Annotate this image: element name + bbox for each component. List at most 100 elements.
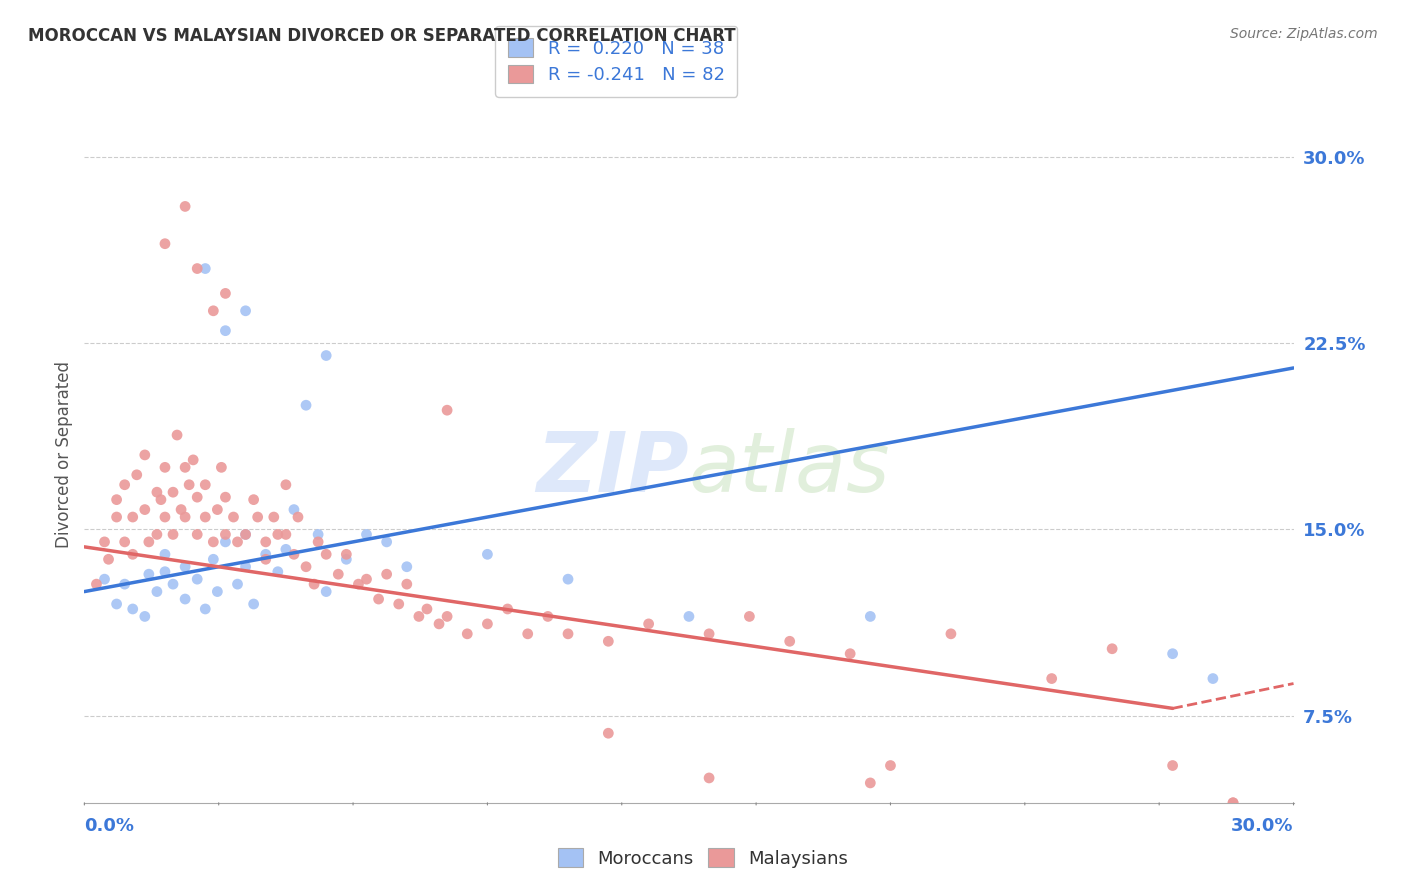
Text: 30.0%: 30.0% (1232, 817, 1294, 835)
Point (146, 485, 169, 500)
Point (287, 510, 309, 524)
Point (181, 453, 204, 467)
Point (194, 602, 217, 616)
Point (105, 492, 128, 507)
Point (315, 547, 337, 561)
Point (1202, 672, 1225, 686)
Point (114, 477, 136, 491)
Point (179, 477, 201, 491)
Point (1040, 672, 1063, 686)
Point (697, 627, 720, 641)
Point (537, 609, 560, 624)
Point (283, 502, 305, 516)
Text: ZIP: ZIP (536, 428, 689, 509)
Point (214, 286, 236, 301)
Point (388, 597, 411, 611)
Point (254, 547, 277, 561)
Legend: Moroccans, Malaysians: Moroccans, Malaysians (547, 838, 859, 879)
Point (226, 534, 249, 549)
Text: 0.0%: 0.0% (84, 817, 135, 835)
Point (839, 647, 862, 661)
Point (153, 510, 176, 524)
Point (1222, 796, 1244, 810)
Point (557, 572, 579, 586)
Point (174, 199, 197, 213)
Point (214, 527, 236, 541)
Y-axis label: Divorced or Separated: Divorced or Separated (55, 361, 73, 549)
Point (302, 577, 325, 591)
Point (263, 510, 285, 524)
Point (235, 527, 257, 541)
Point (162, 577, 184, 591)
Point (105, 510, 128, 524)
Point (86, 577, 108, 591)
Point (416, 602, 439, 616)
Point (254, 552, 277, 566)
Point (186, 527, 208, 541)
Point (138, 567, 160, 582)
Point (274, 527, 297, 541)
Point (254, 534, 277, 549)
Point (738, 609, 761, 624)
Text: MOROCCAN VS MALAYSIAN DIVORCED OR SEPARATED CORRELATION CHART: MOROCCAN VS MALAYSIAN DIVORCED OR SEPARA… (28, 27, 735, 45)
Point (226, 577, 249, 591)
Point (1222, 796, 1244, 810)
Point (194, 477, 217, 491)
Point (214, 534, 236, 549)
Point (153, 565, 176, 579)
Point (149, 492, 172, 507)
Point (395, 577, 418, 591)
Point (283, 547, 305, 561)
Point (114, 577, 136, 591)
Point (859, 609, 882, 624)
Point (138, 534, 160, 549)
Point (408, 609, 430, 624)
Point (174, 592, 197, 607)
Point (307, 534, 329, 549)
Point (202, 552, 225, 566)
Point (557, 627, 579, 641)
Point (697, 771, 720, 785)
Point (134, 448, 156, 462)
Text: atlas: atlas (689, 428, 890, 509)
Point (174, 510, 197, 524)
Point (214, 324, 236, 338)
Point (121, 510, 143, 524)
Point (427, 616, 450, 631)
Point (367, 592, 389, 607)
Point (194, 261, 217, 276)
Point (235, 303, 257, 318)
Point (395, 559, 418, 574)
Point (153, 460, 176, 475)
Point (315, 349, 337, 363)
Point (202, 534, 225, 549)
Point (477, 616, 499, 631)
Point (222, 510, 245, 524)
Point (598, 634, 620, 648)
Point (105, 597, 128, 611)
Point (153, 547, 176, 561)
Point (162, 485, 184, 500)
Legend: R =  0.220   N = 38, R = -0.241   N = 82: R = 0.220 N = 38, R = -0.241 N = 82 (495, 26, 737, 97)
Point (174, 559, 197, 574)
Point (174, 460, 197, 475)
Point (1101, 641, 1123, 656)
Point (335, 552, 357, 566)
Point (295, 559, 318, 574)
Point (436, 403, 458, 417)
Point (134, 502, 156, 516)
Point (146, 527, 169, 541)
Point (1161, 647, 1184, 661)
Point (153, 236, 176, 251)
Point (121, 602, 143, 616)
Point (1161, 758, 1184, 772)
Point (347, 577, 370, 591)
Point (356, 572, 378, 586)
Point (375, 534, 398, 549)
Point (242, 597, 264, 611)
Point (146, 584, 169, 599)
Point (186, 572, 208, 586)
Point (779, 634, 801, 648)
Point (214, 490, 236, 504)
Point (166, 428, 188, 442)
